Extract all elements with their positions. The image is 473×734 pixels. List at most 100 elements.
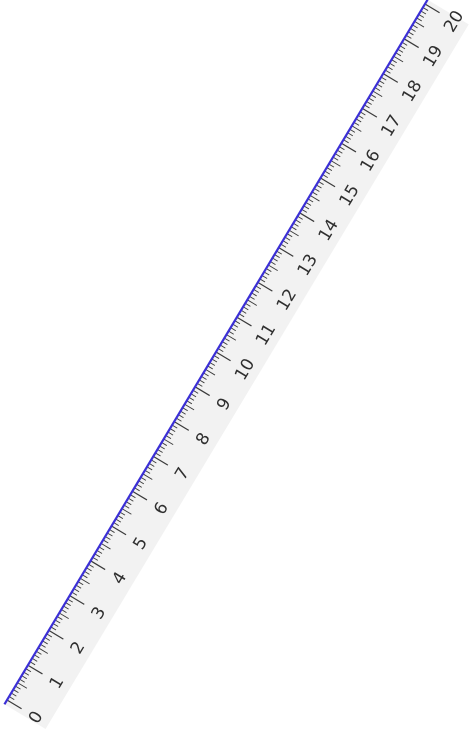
minor-tick	[301, 209, 308, 213]
minor-tick	[51, 626, 57, 631]
minor-tick	[324, 170, 331, 175]
minor-tick	[138, 480, 145, 485]
minor-tick	[318, 181, 324, 185]
minor-tick	[253, 289, 259, 293]
minor-tick	[345, 136, 351, 140]
minor-tick	[243, 306, 249, 311]
minor-tick	[316, 184, 322, 189]
minor-tick	[285, 237, 291, 241]
minor-tick	[410, 28, 416, 32]
minor-tick	[149, 463, 155, 467]
half-tick	[372, 90, 383, 98]
minor-tick	[308, 198, 314, 203]
minor-tick	[381, 76, 387, 81]
minor-tick	[398, 49, 404, 53]
minor-tick	[120, 511, 126, 516]
minor-tick	[314, 188, 320, 192]
minor-tick	[32, 658, 38, 662]
minor-tick	[239, 313, 245, 318]
minor-tick	[197, 383, 203, 387]
half-tick	[247, 299, 258, 306]
minor-tick	[333, 156, 339, 161]
minor-tick	[155, 452, 161, 457]
minor-tick	[140, 477, 147, 481]
minor-tick	[168, 431, 174, 436]
minor-tick	[189, 397, 195, 401]
minor-tick	[84, 571, 90, 575]
half-tick	[184, 404, 195, 411]
minor-tick	[214, 355, 220, 359]
minor-tick	[9, 696, 15, 700]
minor-tick	[97, 550, 103, 554]
major-tick	[383, 73, 399, 83]
major-tick	[153, 456, 169, 466]
minor-tick	[395, 52, 402, 57]
minor-tick	[107, 532, 113, 537]
minor-tick	[230, 327, 237, 332]
major-tick	[425, 3, 440, 14]
major-tick	[362, 108, 378, 118]
major-tick	[257, 282, 273, 292]
minor-tick	[63, 605, 69, 610]
minor-tick	[220, 344, 226, 349]
minor-tick	[270, 261, 276, 265]
minor-tick	[151, 459, 157, 464]
ruler-measuring-edge	[3, 0, 429, 705]
minor-tick	[387, 66, 393, 71]
minor-tick	[76, 585, 82, 589]
major-tick	[28, 664, 43, 675]
minor-tick	[272, 257, 278, 262]
major-tick	[216, 351, 231, 362]
minor-tick	[207, 365, 214, 370]
half-tick	[101, 543, 111, 550]
minor-tick	[186, 400, 193, 405]
minor-tick	[147, 466, 153, 471]
major-tick	[237, 316, 252, 327]
minor-tick	[134, 487, 140, 492]
minor-tick	[375, 87, 381, 91]
minor-tick	[199, 379, 205, 384]
major-tick	[320, 177, 336, 188]
minor-tick	[297, 216, 303, 220]
minor-tick	[53, 623, 59, 627]
minor-tick	[274, 254, 280, 259]
minor-tick	[191, 393, 197, 398]
minor-tick	[306, 202, 312, 206]
minor-tick	[241, 310, 247, 314]
minor-tick	[349, 129, 356, 133]
minor-tick	[145, 470, 151, 474]
minor-tick	[389, 63, 395, 67]
minor-tick	[34, 654, 40, 659]
major-tick	[111, 525, 127, 536]
minor-tick	[92, 557, 99, 561]
minor-tick	[312, 191, 318, 196]
minor-tick	[94, 553, 101, 558]
minor-tick	[343, 139, 349, 144]
minor-tick	[11, 692, 17, 697]
minor-tick	[329, 163, 335, 168]
minor-tick	[178, 414, 184, 419]
minor-tick	[400, 45, 406, 50]
minor-tick	[264, 271, 270, 276]
minor-tick	[337, 150, 343, 154]
half-tick	[143, 473, 153, 480]
minor-tick	[57, 616, 63, 620]
major-tick	[48, 630, 64, 640]
major-tick	[278, 247, 294, 257]
minor-tick	[55, 619, 61, 624]
minor-tick	[339, 146, 345, 151]
minor-tick	[366, 101, 372, 105]
half-tick	[38, 647, 49, 654]
ruler-ticks	[7, 3, 440, 710]
minor-tick	[44, 637, 50, 641]
minor-tick	[291, 226, 297, 231]
minor-tick	[303, 205, 310, 210]
minor-tick	[71, 591, 78, 596]
minor-tick	[42, 640, 48, 645]
minor-tick	[418, 14, 425, 18]
major-tick	[341, 142, 357, 153]
minor-tick	[218, 348, 224, 352]
minor-tick	[182, 407, 188, 412]
minor-tick	[161, 442, 168, 446]
minor-tick	[65, 602, 71, 607]
